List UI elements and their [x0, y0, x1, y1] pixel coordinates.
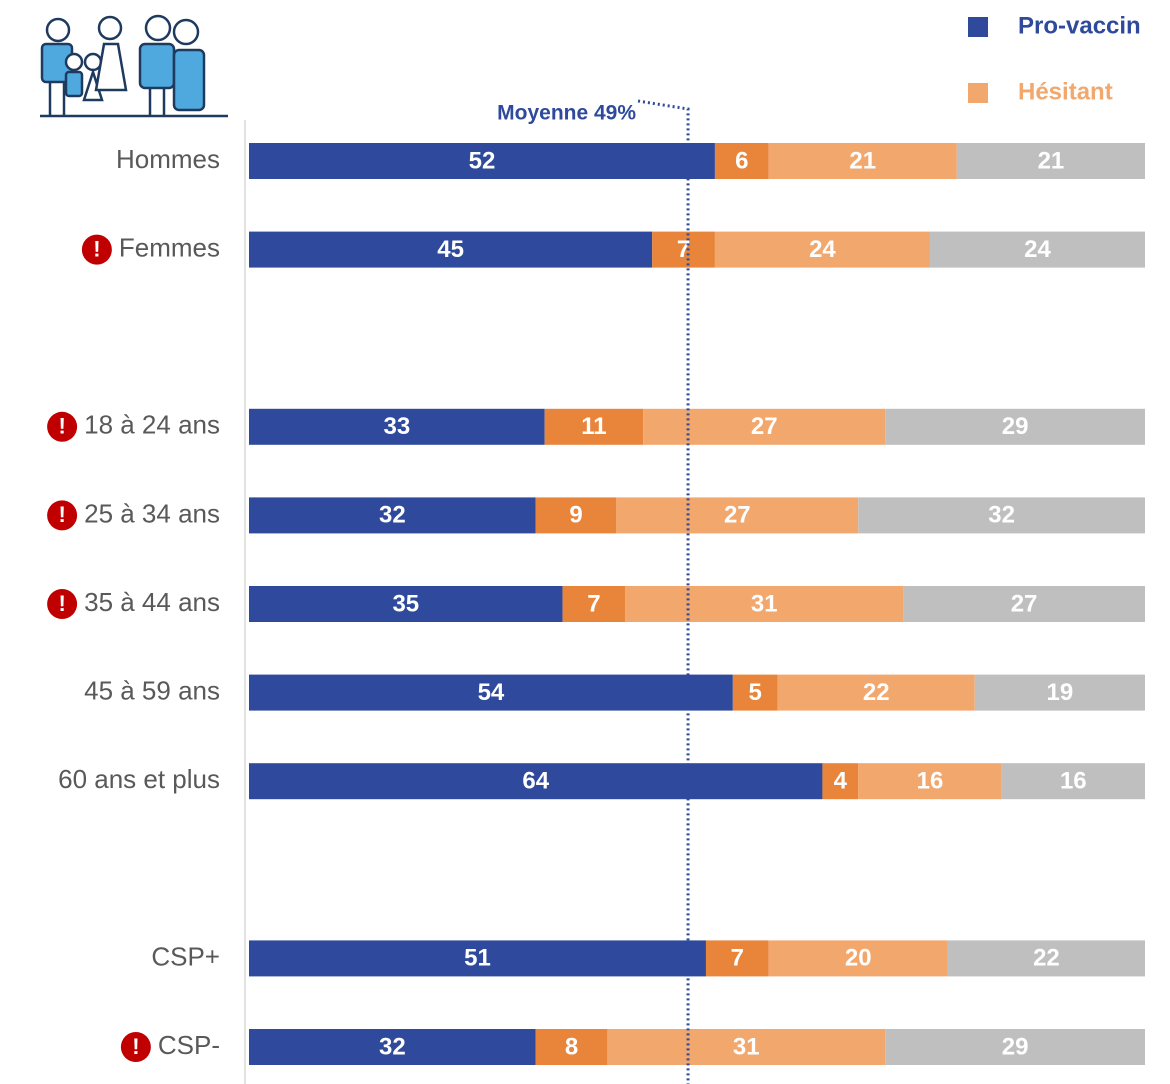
- data-label: 21: [1038, 147, 1065, 174]
- data-label: 33: [383, 413, 410, 440]
- legend-label: Hésitant: [1018, 78, 1113, 105]
- bar-segment: [544, 408, 644, 445]
- data-label: 5: [749, 679, 762, 706]
- bar-segment: [249, 497, 536, 534]
- data-label: 35: [392, 590, 419, 617]
- alert-icon: [47, 589, 78, 619]
- data-label: 16: [917, 768, 944, 795]
- data-label: 64: [522, 768, 549, 795]
- data-label: 54: [478, 679, 505, 706]
- alert-symbol: !: [58, 414, 65, 439]
- data-label: 27: [1011, 590, 1038, 617]
- alert-icon: [47, 500, 78, 531]
- data-label: 20: [845, 945, 872, 972]
- bar-segment: [616, 497, 859, 534]
- y-tick-label: CSP-: [158, 1030, 220, 1060]
- legend-swatch: [968, 83, 988, 103]
- bar-segment: [777, 674, 975, 711]
- legend-swatch: [968, 17, 988, 37]
- data-label: 22: [863, 679, 890, 706]
- average-line: [637, 99, 690, 1084]
- average-label: Moyenne 49%: [497, 102, 636, 125]
- data-label: 8: [565, 1033, 578, 1060]
- y-tick-label: Hommes: [116, 144, 220, 174]
- data-label: 32: [988, 502, 1015, 529]
- data-label: 27: [751, 413, 778, 440]
- y-tick-label: 45 à 59 ans: [84, 675, 220, 705]
- bar-segment: [535, 497, 617, 534]
- alert-icon: [81, 234, 112, 265]
- alert-symbol: !: [58, 591, 65, 616]
- bar-segment: [822, 763, 859, 800]
- bar-segment: [903, 586, 1145, 622]
- data-label: 6: [735, 147, 748, 174]
- family-icon: [40, 14, 228, 118]
- data-label: 7: [677, 236, 690, 263]
- data-label: 29: [1002, 413, 1029, 440]
- data-label: 22: [1033, 945, 1060, 972]
- data-label: 52: [469, 147, 496, 174]
- bar-segment: [249, 231, 653, 268]
- bar-segment: [732, 674, 778, 711]
- data-label: 11: [581, 413, 606, 440]
- y-tick-label: CSP+: [151, 941, 220, 971]
- y-tick-label: Femmes: [119, 232, 220, 262]
- alert-icon: [120, 1032, 151, 1062]
- data-label: 31: [751, 590, 778, 617]
- bar-segment: [858, 497, 1145, 534]
- bar-segment: [249, 1029, 536, 1065]
- data-label: 24: [809, 236, 836, 263]
- bar-segment: [1001, 763, 1145, 800]
- alert-symbol: !: [93, 236, 100, 261]
- data-label: 31: [733, 1033, 760, 1060]
- data-label: 45: [437, 236, 464, 263]
- data-label: 21: [849, 147, 876, 174]
- data-label: 16: [1060, 768, 1087, 795]
- bar-segment: [249, 940, 706, 977]
- alert-symbol: !: [132, 1034, 139, 1059]
- bar-segment: [643, 408, 886, 445]
- bar-segment: [249, 408, 545, 445]
- data-label: 51: [464, 945, 491, 972]
- bar-segment: [249, 674, 733, 711]
- bar-segment: [705, 940, 769, 977]
- bar-segment: [652, 231, 715, 268]
- data-label: 7: [731, 945, 744, 972]
- bar-segment: [956, 143, 1145, 179]
- bar-segment: [625, 586, 904, 622]
- y-tick-label: 60 ans et plus: [58, 764, 220, 794]
- bar-segment: [974, 674, 1145, 711]
- bar-segment: [858, 763, 1002, 800]
- bar-segment: [929, 231, 1145, 268]
- bar-segment: [249, 143, 715, 179]
- data-label: 4: [834, 768, 848, 795]
- bar-segment: [768, 143, 957, 179]
- data-label: 19: [1047, 679, 1074, 706]
- bar-segment: [562, 586, 626, 622]
- bar-segment: [714, 143, 769, 179]
- bar-segment: [885, 1029, 1145, 1065]
- bar-segment: [885, 408, 1145, 445]
- bar-segment: [768, 940, 948, 977]
- alert-icon: [47, 411, 78, 442]
- data-label: 32: [379, 502, 406, 529]
- y-tick-label: 35 à 44 ans: [84, 587, 220, 617]
- bar-segment: [249, 763, 823, 800]
- y-tick-label: 25 à 34 ans: [84, 498, 220, 528]
- bar-segment: [714, 231, 930, 268]
- bar-segment: [947, 940, 1145, 977]
- bar-segment: [535, 1029, 608, 1065]
- data-label: 24: [1024, 236, 1051, 263]
- data-label: 29: [1002, 1033, 1029, 1060]
- bar-segment: [249, 586, 563, 622]
- bar-segment: [607, 1029, 886, 1065]
- data-label: 9: [569, 502, 582, 529]
- data-label: 32: [379, 1033, 406, 1060]
- alert-symbol: !: [58, 502, 65, 527]
- data-label: 27: [724, 502, 751, 529]
- data-label: 7: [587, 590, 600, 617]
- legend-label: Pro-vaccin: [1018, 12, 1141, 39]
- y-tick-label: 18 à 24 ans: [84, 410, 220, 440]
